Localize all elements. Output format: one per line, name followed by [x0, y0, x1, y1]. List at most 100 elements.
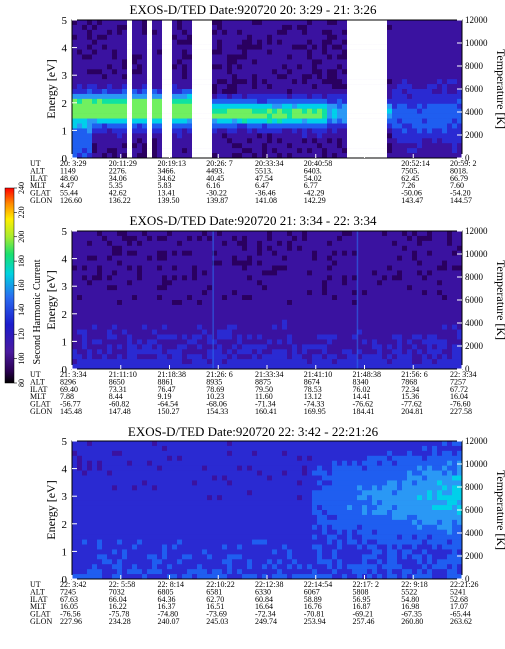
temperature-axis-label: Temperature [K] — [494, 470, 505, 550]
spectrogram-image — [72, 20, 463, 159]
orbit-cell: 17.07 — [450, 602, 468, 611]
orbit-cell: -68.06 — [206, 400, 227, 409]
orbit-cell: 20:26: 7 — [206, 159, 232, 168]
orbit-cell: 5522 — [401, 587, 417, 596]
orbit-cell: 21:33:34 — [255, 370, 283, 379]
orbit-cell: 6.47 — [255, 181, 269, 190]
spectrogram-panel-2: EXOS-D/TED Date:920720 21: 3:34 - 22: 3:… — [30, 213, 505, 416]
energy-tick-label: 4 — [62, 43, 68, 55]
energy-tick-label: 4 — [62, 254, 68, 266]
orbit-cell: 253.94 — [304, 617, 326, 626]
orbit-cell: 7.60 — [450, 181, 464, 190]
orbit-cell: -36.46 — [255, 189, 276, 198]
orbit-cell: 16.04 — [450, 392, 468, 401]
colorbar: 80 100 120 140 160 180 200 220 240 Second Harmon… — [4, 182, 43, 387]
orbit-cell: 66.04 — [109, 595, 127, 604]
orbit-cell: 22:17: 2 — [353, 580, 379, 589]
colorbar-tick-label: 140 — [17, 304, 26, 316]
energy-tick-label: 2 — [62, 519, 68, 531]
orbit-cell: 78.53 — [304, 385, 322, 394]
energy-axis-label: Energy [eV] — [44, 270, 58, 329]
orbit-cell: 139.50 — [158, 196, 180, 205]
orbit-cell: 6581 — [206, 587, 222, 596]
orbit-row-label: GLAT — [30, 610, 51, 619]
orbit-cell: -42.29 — [304, 189, 325, 198]
orbit-cell: 240.07 — [158, 617, 180, 626]
orbit-cell: 260.80 — [401, 617, 423, 626]
orbit-cell: 9.19 — [158, 392, 172, 401]
orbit-row-label: GLON — [30, 617, 52, 626]
orbit-cell: 40.45 — [206, 174, 224, 183]
orbit-cell: 21:56: 6 — [401, 370, 427, 379]
orbit-row-label: MLT — [30, 181, 46, 190]
orbit-row-label: GLON — [30, 196, 52, 205]
orbit-cell: 145.48 — [60, 407, 82, 416]
orbit-cell: 6330 — [255, 587, 271, 596]
orbit-cell: 204.81 — [401, 407, 423, 416]
orbit-cell: 139.87 — [206, 196, 228, 205]
orbit-cell: 154.33 — [206, 407, 228, 416]
orbit-cell: 263.62 — [450, 617, 472, 626]
orbit-cell: 42.62 — [109, 189, 127, 198]
spectrogram-image — [72, 441, 463, 580]
orbit-cell: 16.76 — [304, 602, 322, 611]
orbit-cell: 20:52:14 — [401, 159, 429, 168]
orbit-cell: 22: 8:14 — [158, 580, 184, 589]
orbit-cell: -74.80 — [158, 610, 179, 619]
temperature-tick-label: 4000 — [465, 528, 484, 538]
colorbar-scale — [4, 187, 15, 384]
orbit-cell: 22: 3:42 — [60, 580, 86, 589]
orbit-cell: 5808 — [353, 587, 369, 596]
orbit-cell: 58.89 — [304, 595, 322, 604]
orbit-row-label: MLT — [30, 602, 46, 611]
energy-axis: 0 1 2 3 4 5 — [62, 15, 77, 165]
orbit-cell: -72.34 — [255, 610, 276, 619]
energy-tick-label: 1 — [62, 336, 68, 348]
temperature-tick-label: 4000 — [465, 318, 484, 328]
orbit-cell: 6.16 — [206, 181, 220, 190]
temperature-tick-label: 12000 — [465, 226, 488, 236]
orbit-cell: 8340 — [353, 377, 369, 386]
orbit-cell: 13.12 — [304, 392, 322, 401]
orbit-cell: 20:59: 2 — [450, 159, 476, 168]
orbit-cell: 150.27 — [158, 407, 180, 416]
energy-tick-label: 3 — [62, 491, 68, 503]
orbit-row-label: GLAT — [30, 189, 51, 198]
orbit-cell: -71.34 — [255, 400, 276, 409]
orbit-cell: 142.29 — [304, 196, 326, 205]
orbit-cell: 15.36 — [401, 392, 419, 401]
orbit-cell: -30.22 — [206, 189, 227, 198]
orbit-cell: 54.02 — [304, 174, 322, 183]
orbit-cell: 20: 3:29 — [60, 159, 86, 168]
orbit-cell: 141.08 — [255, 196, 277, 205]
orbit-cell: 8935 — [206, 377, 222, 386]
temperature-tick-label: 4000 — [465, 107, 484, 117]
temperature-tick-label: 10000 — [465, 249, 488, 259]
orbit-cell: 78.69 — [206, 385, 224, 394]
panel-title: EXOS-D/TED Date:920720 22: 3:42 - 22:21:… — [128, 424, 379, 439]
orbit-cell: 249.74 — [255, 617, 277, 626]
temperature-tick-label: 6000 — [465, 505, 484, 515]
energy-tick-label: 0 — [62, 364, 68, 376]
orbit-cell: 72.34 — [401, 385, 419, 394]
spectrogram-panel-3: EXOS-D/TED Date:920720 22: 3:42 - 22:21:… — [30, 424, 505, 626]
orbit-cell: 8861 — [158, 377, 174, 386]
orbit-cell: 21: 3:34 — [60, 370, 86, 379]
orbit-cell: 55.44 — [60, 189, 78, 198]
orbit-cell: -50.06 — [401, 189, 422, 198]
orbit-cell: 16.05 — [60, 602, 78, 611]
orbit-cell: 8674 — [304, 377, 320, 386]
orbit-cell: 234.28 — [109, 617, 131, 626]
orbit-cell: 227.58 — [450, 407, 472, 416]
orbit-cell: 67.63 — [60, 595, 78, 604]
temperature-tick-label: 12000 — [465, 436, 488, 446]
orbit-cell: 143.47 — [401, 196, 423, 205]
orbit-row-label: UT — [30, 370, 41, 379]
orbit-cell: 34.06 — [109, 174, 127, 183]
orbit-cell: 7505. — [401, 166, 419, 175]
orbit-cell: 7.88 — [60, 392, 74, 401]
orbit-cell: 76.47 — [158, 385, 176, 394]
orbit-cell: 4493. — [206, 166, 224, 175]
